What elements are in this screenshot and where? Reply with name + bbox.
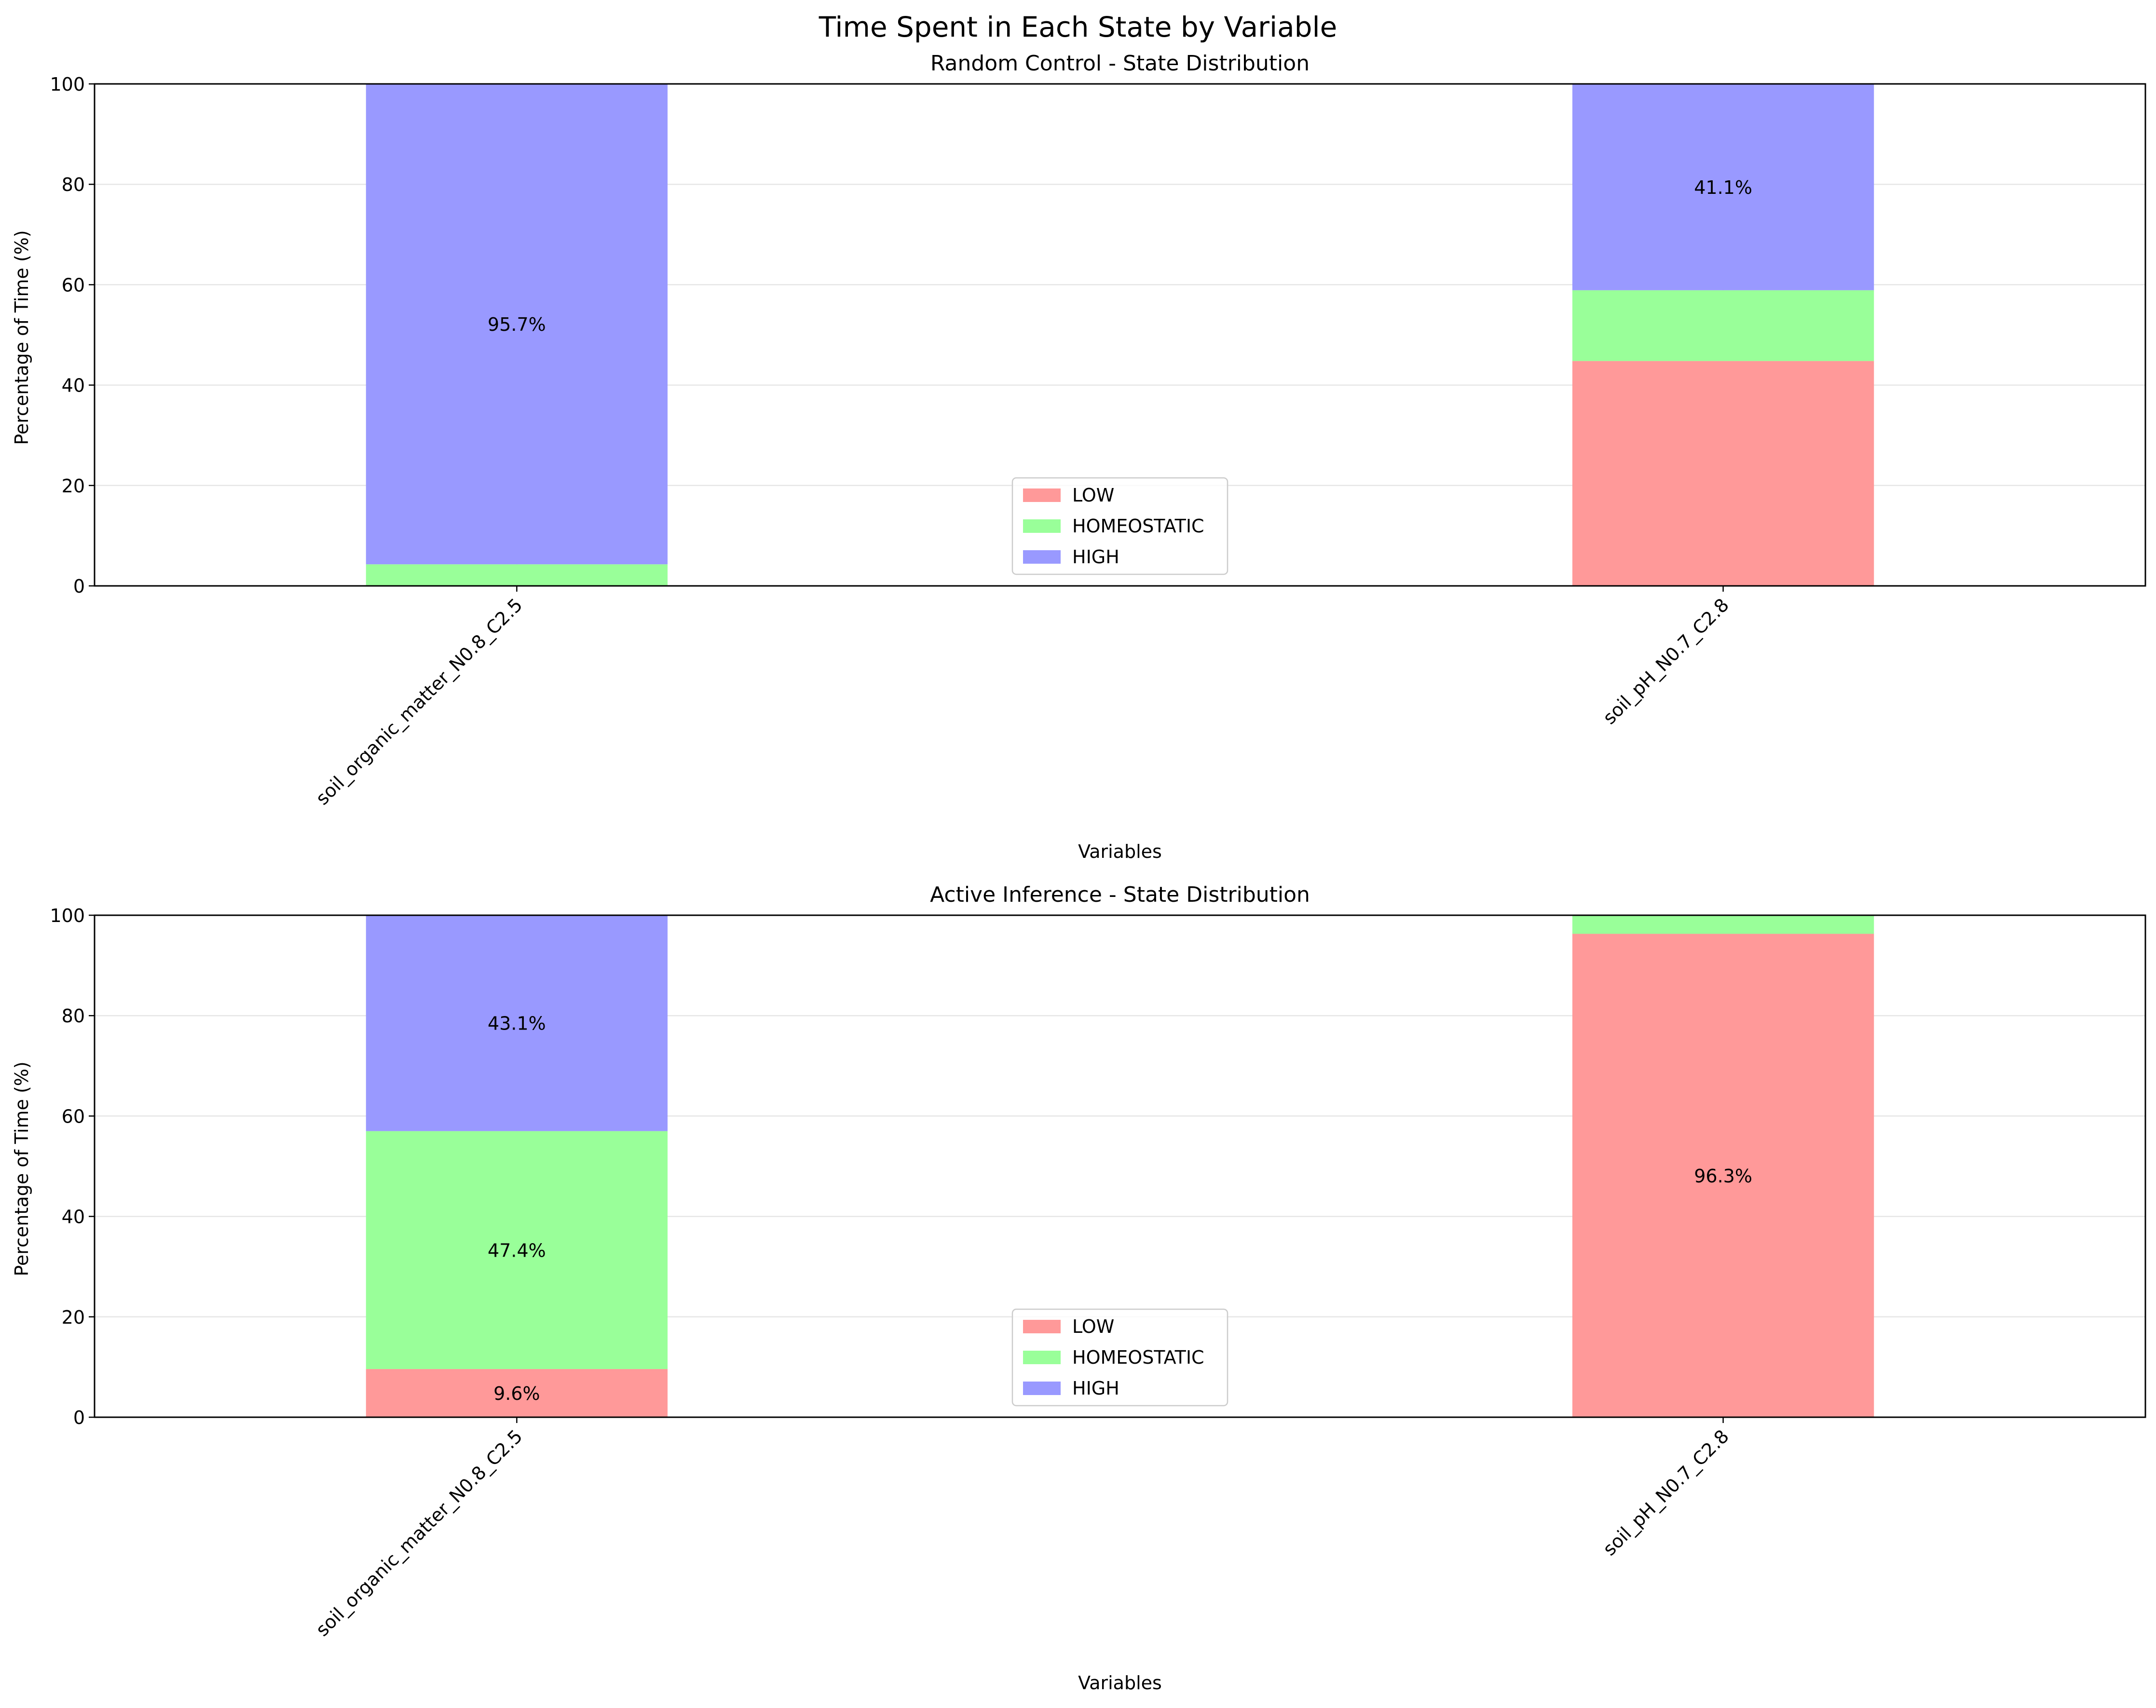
legend-label-low: LOW: [1072, 485, 1114, 506]
data-label-homeostatic-soil-organic-matter-n0-8-c2-5: 47.4%: [488, 1240, 546, 1261]
data-label-high-soil-organic-matter-n0-8-c2-5: 95.7%: [488, 314, 546, 335]
bar-homeostatic-soil-organic-matter-n0-8-c2-5: [366, 564, 668, 586]
subplot-title: Active Inference - State Distribution: [930, 882, 1310, 907]
y-tick-label: 0: [73, 1407, 85, 1428]
bar-homeostatic-soil-ph-n0-7-c2-8: [1572, 915, 1874, 934]
y-tick-label: 100: [50, 74, 85, 95]
bar-homeostatic-soil-ph-n0-7-c2-8: [1572, 290, 1874, 361]
x-axis-label: Variables: [1078, 841, 1162, 862]
y-tick-label: 20: [62, 1307, 85, 1328]
y-axis: 0 20 40 60 80 100: [50, 74, 95, 597]
legend-label-homeostatic: HOMEOSTATIC: [1072, 515, 1204, 537]
y-tick-label: 80: [62, 1005, 85, 1027]
subplot-title: Random Control - State Distribution: [930, 51, 1310, 76]
data-label-low-soil-ph-n0-7-c2-8: 96.3%: [1694, 1166, 1752, 1187]
y-tick-label: 100: [50, 905, 85, 926]
legend: LOW HOMEOSTATIC HIGH: [1011, 477, 1228, 575]
data-labels-layer: 9.6% 47.4% 43.1% 96.3%: [488, 1013, 1752, 1404]
bar-low-soil-ph-n0-7-c2-8: [1572, 934, 1874, 1417]
bar-low-soil-organic-matter-n0-8-c2-5: [366, 1369, 668, 1417]
legend-box: [1011, 1308, 1228, 1407]
bar-high-soil-organic-matter-n0-8-c2-5: [366, 914, 668, 1131]
legend-label-homeostatic: HOMEOSTATIC: [1072, 1347, 1204, 1368]
legend-swatch-low: [1023, 488, 1061, 502]
bars-layer: [366, 84, 1874, 586]
legend-swatch-homeostatic: [1023, 1351, 1061, 1364]
subplot-random-control: Random Control - State Distribution Perc…: [11, 51, 2146, 862]
y-tick-label: 40: [62, 375, 85, 396]
data-labels-layer: 95.7% 41.1%: [488, 177, 1752, 335]
bar-homeostatic-soil-organic-matter-n0-8-c2-5: [366, 1131, 668, 1369]
y-axis-label: Percentage of Time (%): [11, 1061, 32, 1276]
legend-box: [1011, 477, 1228, 575]
y-tick-label: 40: [62, 1206, 85, 1228]
y-tick-label: 60: [62, 274, 85, 296]
y-tick-label: 0: [73, 576, 85, 597]
legend: LOW HOMEOSTATIC HIGH: [1011, 1308, 1228, 1407]
bars-layer: [366, 914, 1874, 1417]
bar-high-soil-ph-n0-7-c2-8: [1572, 84, 1874, 290]
bar-high-soil-organic-matter-n0-8-c2-5: [366, 84, 668, 565]
legend-swatch-homeostatic: [1023, 519, 1061, 533]
plot-frame: [94, 83, 2146, 587]
y-tick-label: 20: [62, 475, 85, 497]
data-label-high-soil-ph-n0-7-c2-8: 41.1%: [1694, 177, 1752, 198]
x-axis-label: Variables: [1078, 1672, 1162, 1694]
legend-label-high: HIGH: [1072, 546, 1119, 568]
legend-swatch-high: [1023, 550, 1061, 564]
plot-frame: [94, 914, 2146, 1418]
bar-low-soil-ph-n0-7-c2-8: [1572, 361, 1874, 586]
data-label-low-soil-organic-matter-n0-8-c2-5: 9.6%: [493, 1383, 540, 1404]
legend-label-high: HIGH: [1072, 1378, 1119, 1399]
legend-swatch-low: [1023, 1320, 1061, 1333]
legend-swatch-high: [1023, 1382, 1061, 1395]
y-tick-label: 80: [62, 174, 85, 195]
y-axis-label: Percentage of Time (%): [11, 230, 32, 445]
y-tick-label: 60: [62, 1106, 85, 1127]
legend-label-low: LOW: [1072, 1316, 1114, 1337]
y-axis: 0 20 40 60 80 100: [50, 905, 95, 1428]
data-label-high-soil-organic-matter-n0-8-c2-5: 43.1%: [488, 1013, 546, 1034]
figure-suptitle: Time Spent in Each State by Variable: [819, 11, 1337, 43]
